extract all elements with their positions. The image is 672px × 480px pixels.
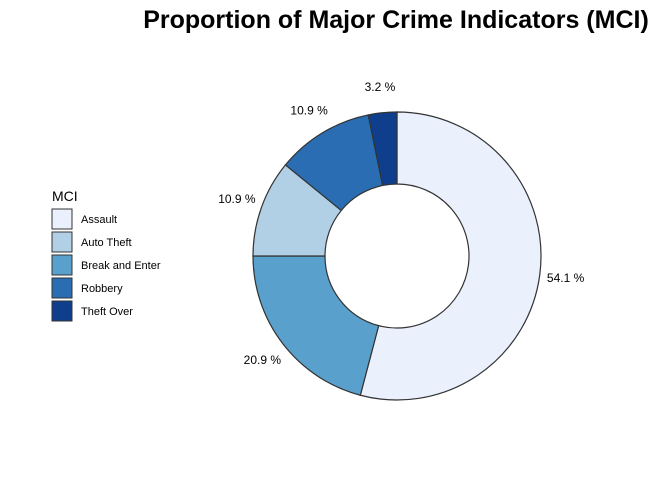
slice-label-break-and-enter: 20.9 % [244, 353, 282, 367]
legend-swatch-theft-over [51, 300, 73, 322]
slice-label-theft-over: 3.2 % [365, 80, 396, 94]
legend: MCI Assault Auto Theft Break and Enter Robb… [51, 188, 161, 322]
chart-title: Proportion of Major Crime Indicators (MC… [143, 6, 649, 34]
legend-swatch-break-and-enter [51, 254, 73, 276]
slice-break-and-enter [252, 255, 380, 396]
slice-assault [359, 111, 542, 401]
slice-theft-over [367, 111, 398, 187]
legend-label-auto-theft: Auto Theft [81, 237, 132, 249]
legend-label-assault: Assault [81, 214, 117, 226]
donut-slices [252, 111, 542, 401]
slice-label-auto-theft: 10.9 % [218, 192, 256, 206]
slice-label-robbery: 10.9 % [290, 103, 328, 117]
legend-label-theft-over: Theft Over [81, 306, 133, 318]
legend-items: Assault Auto Theft Break and Enter Robbery T… [51, 208, 161, 322]
legend-title: MCI [52, 188, 78, 204]
legend-swatch-robbery [51, 277, 73, 299]
legend-label-robbery: Robbery [81, 283, 123, 295]
legend-swatch-assault [51, 208, 73, 230]
legend-swatch-auto-theft [51, 231, 73, 253]
slice-labels: 54.1 % 20.9 % 10.9 % 10.9 % 3.2 % [218, 80, 584, 367]
legend-label-break-and-enter: Break and Enter [81, 260, 161, 272]
slice-label-assault: 54.1 % [547, 271, 585, 285]
